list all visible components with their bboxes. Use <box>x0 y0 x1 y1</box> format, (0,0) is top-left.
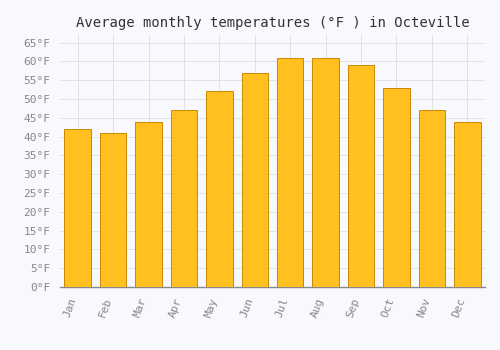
Bar <box>170 110 197 287</box>
Bar <box>312 57 339 287</box>
Bar <box>454 121 480 287</box>
Bar <box>277 57 303 287</box>
Bar <box>242 72 268 287</box>
Bar <box>383 88 409 287</box>
Bar <box>64 129 91 287</box>
Bar <box>206 91 233 287</box>
Bar <box>348 65 374 287</box>
Bar <box>100 133 126 287</box>
Bar <box>136 121 162 287</box>
Title: Average monthly temperatures (°F ) in Octeville: Average monthly temperatures (°F ) in Oc… <box>76 16 469 30</box>
Bar <box>418 110 445 287</box>
